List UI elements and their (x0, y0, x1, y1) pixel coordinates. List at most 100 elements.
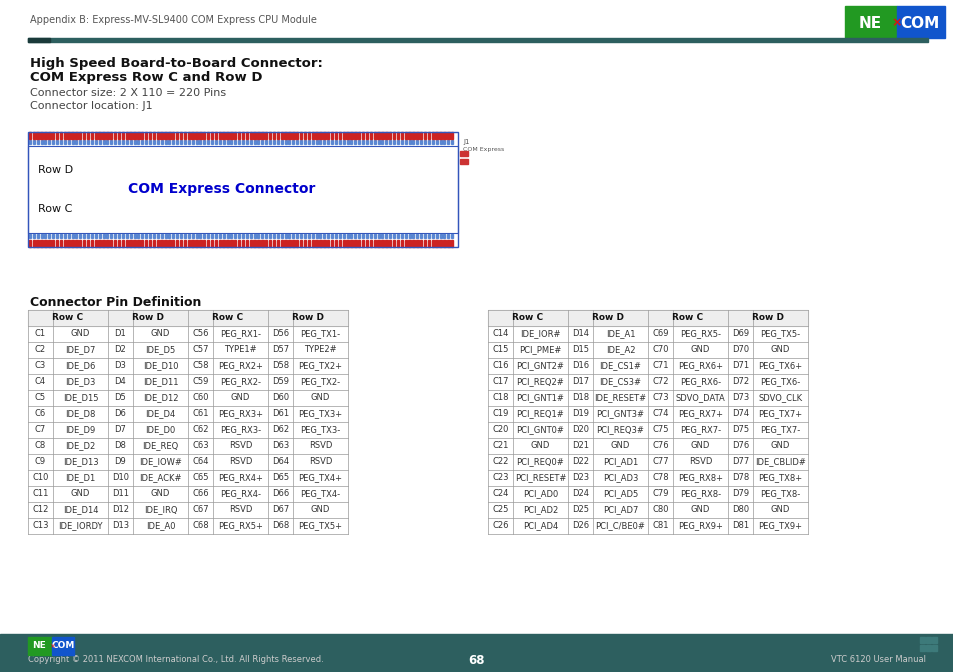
Bar (79, 240, 81, 247)
Bar (488, 486, 807, 502)
Bar (45, 234, 47, 238)
Bar (141, 234, 143, 238)
Bar (32, 132, 35, 139)
Bar (246, 234, 248, 238)
Text: C58: C58 (193, 362, 209, 370)
Bar (327, 234, 329, 238)
Bar (79, 132, 81, 139)
Bar (230, 234, 233, 238)
Bar (488, 502, 807, 518)
Text: C17: C17 (492, 378, 508, 386)
Bar (234, 234, 236, 238)
Bar (28, 342, 348, 358)
Text: PEG_TX2+: PEG_TX2+ (298, 362, 342, 370)
Text: IDE_D9: IDE_D9 (66, 425, 95, 435)
Bar (393, 240, 395, 247)
Bar (68, 132, 70, 139)
Bar (488, 310, 807, 534)
Text: COM Express: COM Express (462, 147, 504, 153)
Text: ×: × (891, 17, 902, 30)
Bar (133, 240, 135, 247)
Bar (374, 240, 375, 247)
Bar (307, 132, 310, 139)
Bar (36, 240, 39, 247)
Text: RSVD: RSVD (229, 442, 252, 450)
Text: D7: D7 (114, 425, 127, 435)
Text: PCI_GNT1#: PCI_GNT1# (516, 394, 564, 403)
Text: PCI_GNT0#: PCI_GNT0# (516, 425, 564, 435)
Bar (45, 140, 47, 144)
Text: C67: C67 (192, 505, 209, 515)
Bar (253, 140, 255, 144)
Bar (222, 240, 225, 247)
Text: PEG_RX6+: PEG_RX6+ (678, 362, 722, 370)
Text: C79: C79 (652, 489, 668, 499)
Bar (68, 240, 70, 247)
Bar (381, 234, 383, 238)
Bar (428, 234, 430, 238)
Bar (28, 518, 348, 534)
Bar (149, 240, 152, 247)
Bar (40, 132, 43, 139)
Text: IDE_IOR#: IDE_IOR# (519, 329, 560, 339)
Bar (141, 140, 143, 144)
Text: PCI_REQ1#: PCI_REQ1# (517, 409, 564, 419)
Text: C75: C75 (652, 425, 668, 435)
Bar (447, 240, 449, 247)
Bar (130, 240, 132, 247)
Text: C16: C16 (492, 362, 508, 370)
Text: IDE_D13: IDE_D13 (63, 458, 98, 466)
Bar (296, 234, 298, 238)
Bar (114, 234, 116, 238)
Bar (370, 140, 372, 144)
Bar (273, 234, 274, 238)
Bar (257, 234, 259, 238)
Bar (106, 240, 109, 247)
Text: D75: D75 (731, 425, 748, 435)
Bar (28, 132, 457, 247)
Bar (246, 132, 248, 139)
Bar (381, 132, 383, 139)
Text: C76: C76 (652, 442, 668, 450)
Text: D10: D10 (112, 474, 129, 482)
Bar (141, 132, 143, 139)
Text: PEG_RX2-: PEG_RX2- (220, 378, 261, 386)
Text: C62: C62 (193, 425, 209, 435)
Bar (361, 132, 364, 139)
Bar (250, 234, 252, 238)
Bar (396, 234, 398, 238)
Text: GND: GND (770, 505, 789, 515)
Bar (357, 140, 360, 144)
Text: PEG_RX9+: PEG_RX9+ (678, 521, 722, 530)
Bar (269, 240, 271, 247)
Text: PEG_TX5+: PEG_TX5+ (298, 521, 342, 530)
Bar (28, 38, 50, 42)
Text: PEG_TX3-: PEG_TX3- (300, 425, 340, 435)
Bar (164, 132, 167, 139)
Text: D61: D61 (272, 409, 289, 419)
Bar (51, 132, 54, 139)
Bar (435, 240, 437, 247)
Text: D65: D65 (272, 474, 289, 482)
Text: D68: D68 (272, 521, 289, 530)
Bar (303, 132, 306, 139)
Text: D17: D17 (572, 378, 588, 386)
Bar (323, 140, 325, 144)
Bar (389, 140, 391, 144)
Bar (64, 140, 66, 144)
Text: D62: D62 (272, 425, 289, 435)
Bar (396, 240, 398, 247)
Text: D78: D78 (731, 474, 748, 482)
Bar (370, 234, 372, 238)
Bar (192, 234, 193, 238)
Bar (488, 406, 807, 422)
Text: PEG_RX1-: PEG_RX1- (220, 329, 261, 339)
Bar (338, 234, 340, 238)
Bar (292, 234, 294, 238)
Bar (87, 132, 90, 139)
Bar (226, 234, 229, 238)
Bar (427, 132, 430, 139)
Bar (40, 240, 43, 247)
Bar (180, 140, 182, 144)
Bar (199, 132, 201, 139)
